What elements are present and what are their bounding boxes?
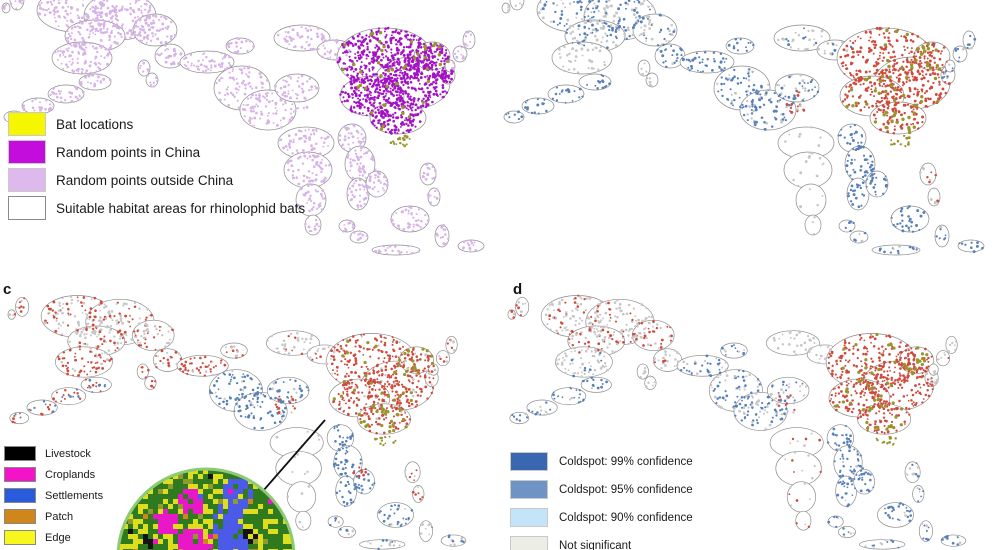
legend-swatch	[4, 446, 36, 461]
legend-swatch	[8, 112, 46, 136]
legend-label: Not significant	[559, 539, 632, 550]
bat-location-overlay-dots	[845, 28, 942, 135]
legend-swatch	[4, 488, 36, 503]
legend-item: Coldspot: 99% confidence	[510, 452, 693, 471]
map-dots	[8, 295, 465, 550]
legend-swatch	[510, 536, 548, 550]
legend-item: Suitable habitat areas for rhinolophid b…	[8, 196, 305, 220]
legend-label: Bat locations	[56, 116, 134, 132]
legend-label: Patch	[45, 510, 74, 523]
bat-location-overlay-dots	[332, 339, 435, 434]
legend-item: Croplands	[4, 467, 103, 482]
legend-swatch	[8, 168, 46, 192]
panel-d-legend: Coldspot: 99% confidence Coldspot: 95% co…	[510, 452, 693, 550]
land-use-inset	[116, 467, 296, 550]
map-dots	[510, 294, 962, 550]
legend-item: Not significant	[510, 536, 693, 550]
legend-item: Edge	[4, 530, 103, 545]
legend-swatch	[4, 509, 36, 524]
inset-connector-line	[262, 419, 326, 492]
legend-swatch	[510, 508, 548, 527]
legend-swatch	[8, 140, 46, 164]
legend-label: Random points in China	[56, 144, 201, 160]
panel-c-label: c	[3, 281, 12, 298]
map-dots	[505, 0, 984, 255]
legend-label: Edge	[45, 531, 71, 544]
map-geometry-b	[501, 0, 985, 256]
legend-item: Coldspot: 95% confidence	[510, 480, 693, 499]
legend-item: Livestock	[4, 446, 103, 461]
map-geometry-a	[1, 0, 485, 256]
map-panel-d	[507, 294, 967, 550]
map-panel-c	[7, 295, 467, 550]
legend-label: Random points outside China	[56, 172, 234, 188]
panel-a: Bat locations Random points in China Rando…	[0, 0, 500, 280]
bat-location-overlay-dots	[341, 31, 450, 131]
bat-location-overlay-dots	[834, 332, 929, 431]
map-geometry-d	[507, 294, 967, 550]
legend-label: Coldspot: 90% confidence	[559, 511, 693, 524]
panel-a-legend: Bat locations Random points in China Rando…	[8, 112, 305, 220]
legend-item: Settlements	[4, 488, 103, 503]
panel-b	[500, 0, 1000, 280]
legend-swatch	[510, 480, 548, 499]
legend-label: Livestock	[45, 447, 91, 460]
legend-item: Bat locations	[8, 112, 305, 136]
panel-d-label: d	[513, 281, 523, 298]
map-dots	[2, 0, 478, 255]
panel-d: d Coldspot: 99% confidence Coldspot: 95% …	[500, 280, 1000, 550]
legend-label: Coldspot: 95% confidence	[559, 483, 693, 496]
legend-item: Random points outside China	[8, 168, 305, 192]
map-geometry-c	[7, 295, 467, 550]
legend-label: Suitable habitat areas for rhinolophid b…	[56, 200, 306, 216]
legend-item: Coldspot: 90% confidence	[510, 508, 693, 527]
legend-swatch	[4, 530, 36, 545]
inset-rim	[116, 467, 296, 550]
legend-swatch	[4, 467, 36, 482]
legend-label: Croplands	[45, 468, 96, 481]
map-panel-a	[1, 0, 485, 256]
panel-c-legend: Livestock Croplands Settlements Patch Edge	[4, 446, 103, 550]
panel-c: c Livestock Croplands Settlements Patch Edge	[0, 280, 500, 550]
legend-item: Random points in China	[8, 140, 305, 164]
map-panel-b	[501, 0, 985, 256]
legend-swatch	[510, 452, 548, 471]
legend-label: Settlements	[45, 489, 104, 502]
legend-item: Patch	[4, 509, 103, 524]
legend-swatch	[8, 196, 46, 220]
legend-label: Coldspot: 99% confidence	[559, 455, 693, 468]
